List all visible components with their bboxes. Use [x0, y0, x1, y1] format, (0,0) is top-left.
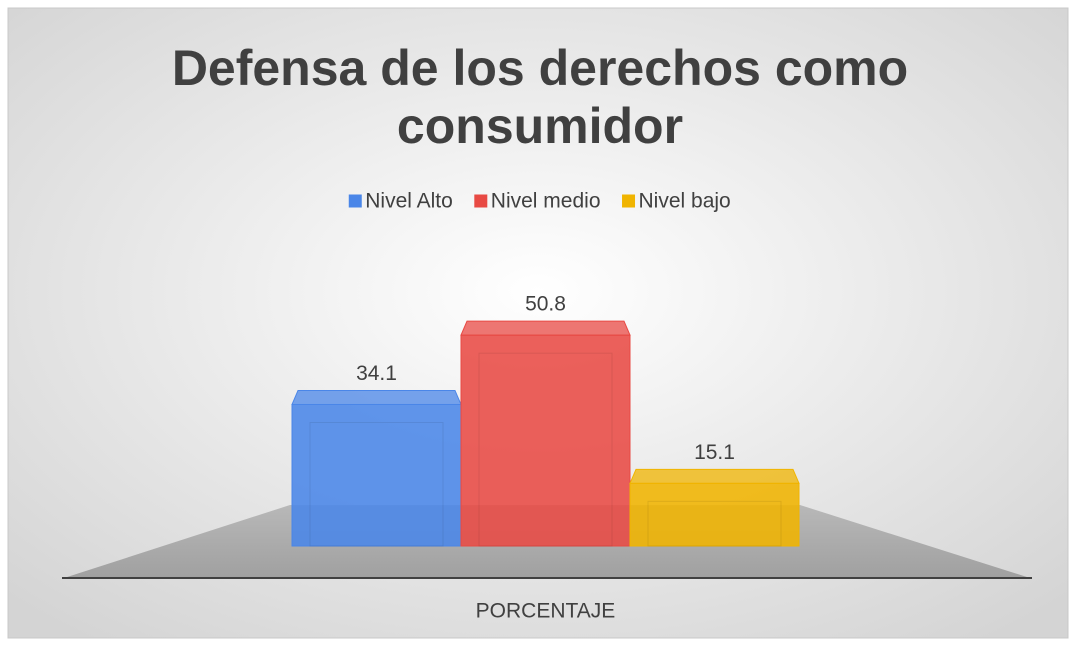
data-label: 50.8: [525, 293, 566, 316]
bar: [629, 482, 800, 547]
bar-inner: [647, 500, 782, 547]
chart-title: consumidor: [397, 98, 683, 154]
legend-label: Nivel medio: [491, 190, 601, 213]
bar-inner: [309, 421, 444, 547]
legend-label: Nivel Alto: [365, 190, 453, 213]
data-label: 15.1: [694, 441, 735, 464]
bar-inner: [478, 352, 613, 547]
legend-swatch: [474, 194, 488, 208]
legend-swatch: [348, 194, 362, 208]
legend-swatch: [622, 194, 636, 208]
bar-top: [460, 320, 631, 336]
bar-top: [629, 468, 800, 484]
bar: [460, 334, 631, 547]
chart-title: Defensa de los derechos como: [172, 40, 908, 96]
data-label: 34.1: [356, 362, 397, 385]
bar-top: [291, 389, 462, 405]
bar: [291, 403, 462, 547]
legend-label: Nivel bajo: [639, 190, 731, 213]
x-tick-label: PORCENTAJE: [476, 600, 616, 623]
